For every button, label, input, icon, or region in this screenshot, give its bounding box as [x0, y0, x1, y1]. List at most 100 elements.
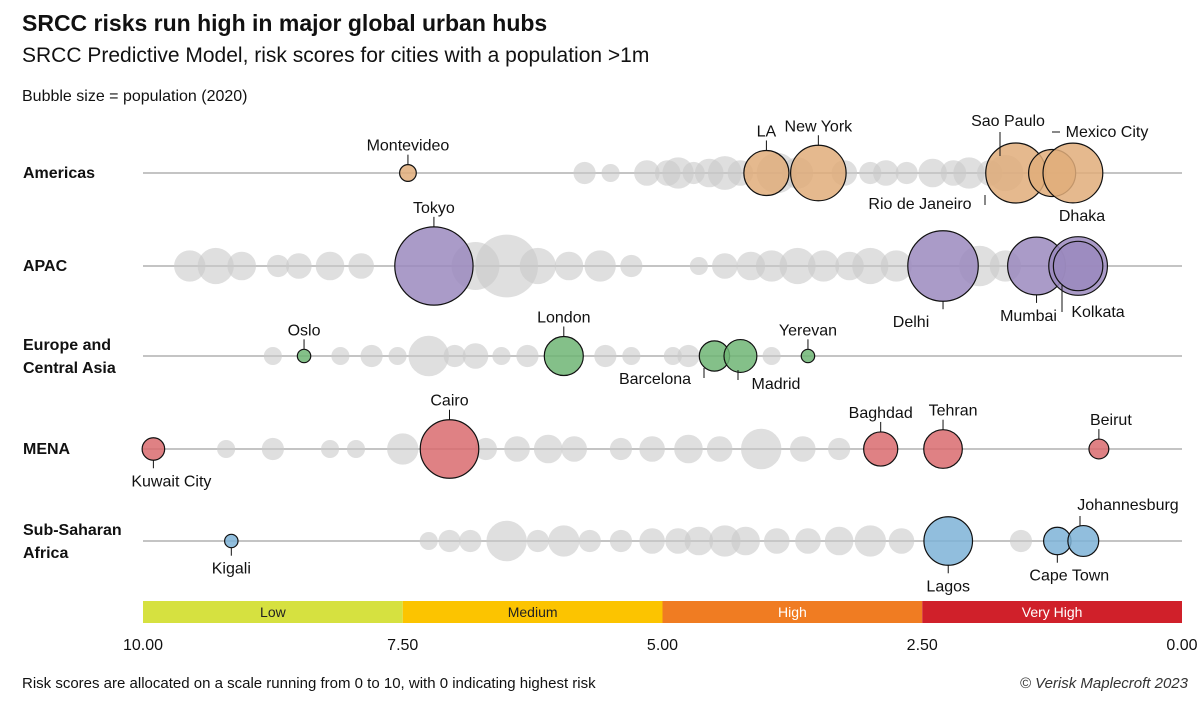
risk-band-label-medium: Medium	[508, 604, 558, 620]
bubble-other-mena-12	[706, 436, 733, 462]
bubble-other-europe-and-central-asia-1	[331, 346, 350, 366]
label-mexico-city: Mexico City	[1066, 124, 1149, 141]
bubble-other-mena-3	[346, 439, 366, 459]
bubble-other-sub-saharan-africa-12	[731, 526, 760, 556]
bubble-other-europe-and-central-asia-11	[663, 346, 682, 366]
bubble-other-apac-8	[475, 234, 539, 298]
bubble-other-mena-10	[639, 436, 665, 462]
bubble-other-europe-and-central-asia-5	[443, 344, 466, 368]
bubble-london[interactable]	[543, 335, 584, 377]
highlighted-city-bubbles	[141, 142, 1110, 566]
bubble-other-apac-16	[755, 250, 788, 282]
bubble-other-sub-saharan-africa-18	[1009, 529, 1033, 553]
label-montevideo: Montevideo	[367, 138, 450, 155]
bubble-other-europe-and-central-asia-0	[263, 346, 282, 366]
label-oslo: Oslo	[288, 322, 321, 339]
bubble-other-apac-18	[807, 250, 840, 282]
bubble-beirut[interactable]	[1088, 438, 1110, 460]
bubble-other-europe-and-central-asia-2	[360, 344, 383, 368]
bubble-montevideo[interactable]	[399, 164, 417, 182]
bubble-johannesburg[interactable]	[1067, 524, 1100, 558]
bubble-other-sub-saharan-africa-6	[578, 529, 601, 553]
risk-band-high	[662, 601, 923, 623]
label-rio-de-janeiro: Rio de Janeiro	[868, 196, 971, 213]
bubble-baghdad[interactable]	[863, 431, 899, 467]
bubble-other-apac-14	[712, 253, 738, 279]
bubble-other-apac-5	[315, 251, 345, 281]
label-barcelona: Barcelona	[619, 371, 691, 388]
bubble-tehran[interactable]	[923, 429, 963, 469]
label-tokyo: Tokyo	[413, 200, 455, 217]
bubble-other-apac-21	[880, 250, 912, 282]
label-lagos: Lagos	[926, 578, 970, 595]
risk-band-very-high	[922, 601, 1182, 623]
bubble-cape-town[interactable]	[1042, 526, 1072, 556]
bubble-other-europe-and-central-asia-10	[622, 346, 641, 366]
label-madrid: Madrid	[752, 376, 801, 393]
chart-subtitle: SRCC Predictive Model, risk scores for c…	[22, 44, 650, 67]
risk-band-medium	[402, 601, 663, 623]
bubble-tokyo[interactable]	[394, 226, 474, 306]
bubble-other-americas-14	[895, 161, 918, 185]
bubble-other-sub-saharan-africa-4	[526, 529, 549, 553]
bubble-kuwait-city[interactable]	[141, 437, 166, 461]
bubble-lagos[interactable]	[923, 516, 974, 566]
bubble-other-europe-and-central-asia-9	[594, 344, 617, 368]
bubble-size-note: Bubble size = population (2020)	[22, 88, 248, 105]
bubble-kolkata[interactable]	[1052, 240, 1104, 292]
label-tehran: Tehran	[929, 403, 978, 420]
label-new-york: New York	[785, 118, 854, 135]
region-labels: Americas APAC Europe and Central Asia MENA Su…	[23, 165, 122, 562]
region-label-sub-saharan-africa: Sub-Saharan Africa	[23, 522, 122, 562]
label-mumbai: Mumbai	[1000, 308, 1057, 325]
bubble-other-mena-4	[387, 433, 419, 465]
bubble-other-americas-17	[953, 157, 985, 189]
bubble-other-sub-saharan-africa-7	[609, 529, 633, 553]
label-cape-town: Cape Town	[1029, 568, 1109, 585]
bubble-delhi[interactable]	[907, 230, 979, 302]
bubble-other-sub-saharan-africa-10	[684, 526, 714, 556]
bubble-other-europe-and-central-asia-13	[762, 346, 781, 366]
bubble-madrid[interactable]	[723, 338, 758, 374]
bubble-other-apac-13	[689, 256, 708, 276]
bubble-other-europe-and-central-asia-12	[677, 344, 700, 368]
bubble-other-europe-and-central-asia-3	[388, 346, 407, 366]
bubble-other-apac-11	[584, 250, 616, 282]
bubble-cairo[interactable]	[419, 419, 480, 479]
bubble-other-sub-saharan-africa-15	[824, 526, 854, 556]
bubble-other-sub-saharan-africa-2	[459, 529, 482, 553]
bubble-other-mena-5	[474, 437, 497, 461]
x-tick-3: 2.50	[907, 637, 938, 654]
bubble-mexico-city[interactable]	[1042, 142, 1104, 204]
bubble-other-sub-saharan-africa-17	[888, 528, 915, 554]
bubble-other-mena-13	[740, 428, 782, 470]
bubble-other-apac-3	[266, 254, 290, 278]
bubble-other-mena-11	[674, 434, 703, 464]
bubble-new-york[interactable]	[790, 144, 847, 202]
bubble-other-sub-saharan-africa-16	[854, 525, 886, 557]
bubble-kigali[interactable]	[224, 533, 239, 549]
bubble-la[interactable]	[743, 149, 790, 197]
bubble-other-apac-9	[519, 247, 556, 285]
bubble-other-mena-2	[320, 439, 340, 459]
bubble-other-europe-and-central-asia-8	[516, 344, 539, 368]
bubble-oslo[interactable]	[296, 348, 312, 364]
bubble-other-sub-saharan-africa-5	[548, 525, 580, 557]
risk-band-low	[143, 601, 403, 623]
bubble-other-mena-6	[504, 436, 530, 462]
chart-title: SRCC risks run high in major global urba…	[22, 10, 548, 36]
bubble-other-apac-4	[286, 253, 312, 279]
risk-band-label-low: Low	[260, 604, 287, 620]
bubble-other-americas-1	[601, 163, 620, 183]
bubble-yerevan[interactable]	[800, 348, 816, 364]
region-label-apac: APAC	[23, 258, 68, 275]
label-yerevan: Yerevan	[779, 322, 837, 339]
bubble-other-europe-and-central-asia-4	[408, 335, 449, 377]
risk-band-label-high: High	[778, 604, 807, 620]
risk-band-scale: Low Medium High Very High	[143, 601, 1182, 623]
bubble-other-americas-15	[918, 158, 947, 188]
label-kigali: Kigali	[212, 561, 251, 578]
x-tick-4: 0.00	[1166, 637, 1197, 654]
bubble-other-apac-17	[779, 247, 816, 285]
label-kolkata: Kolkata	[1071, 304, 1124, 321]
